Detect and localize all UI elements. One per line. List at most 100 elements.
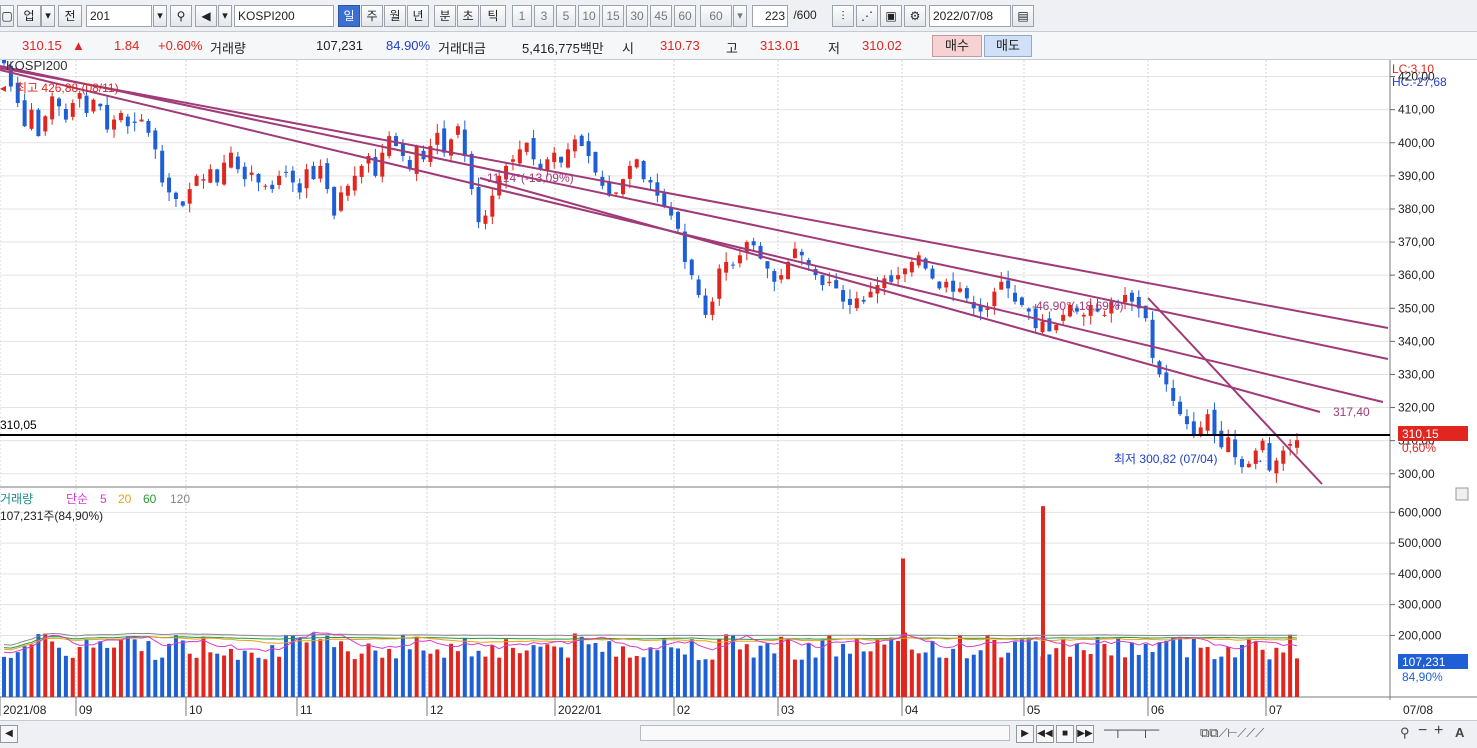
candle-body — [565, 149, 570, 168]
period-minute[interactable]: 분 — [434, 5, 456, 27]
volume-bar — [105, 647, 110, 697]
candle-body — [455, 126, 460, 135]
candle-body — [510, 159, 515, 162]
volume-bar — [1246, 638, 1251, 697]
interval-1[interactable]: 1 — [512, 5, 532, 27]
candle-settings-icon[interactable]: ⫶ — [832, 5, 854, 27]
horizontal-scrollbar[interactable] — [640, 725, 1010, 741]
fast-forward-icon[interactable]: ▶▶ — [1076, 725, 1094, 743]
interval-15[interactable]: 15 — [602, 5, 624, 27]
candle-body — [786, 261, 791, 280]
period-week[interactable]: 주 — [361, 5, 383, 27]
price-tick-label: 420,00 — [1398, 70, 1435, 84]
play-icon[interactable]: ▶ — [1016, 725, 1034, 743]
candle-body — [283, 171, 288, 173]
candle-body — [985, 308, 990, 310]
minus-icon[interactable]: − — [1418, 722, 1428, 739]
speaker-icon[interactable]: ◀ — [195, 5, 217, 27]
ma-60: 60 — [143, 492, 157, 506]
interval-60[interactable]: 60 — [674, 5, 696, 27]
period-month[interactable]: 월 — [384, 5, 406, 27]
candle-body — [593, 151, 598, 173]
search-icon[interactable]: ⚲ — [170, 5, 192, 27]
layout-icon[interactable]: ▢ — [0, 5, 14, 27]
volume-bar — [806, 643, 811, 697]
volume-badge-bg — [1398, 654, 1468, 669]
count-input[interactable]: 223 — [752, 5, 788, 27]
volume-bar — [772, 653, 777, 697]
volume-bar — [847, 653, 852, 697]
gear-icon[interactable]: ⚙ — [904, 5, 926, 27]
rewind-icon[interactable]: ◀◀ — [1036, 725, 1054, 743]
candle-body — [834, 280, 839, 289]
x-tick-label: 06 — [1151, 703, 1165, 717]
interval-30[interactable]: 30 — [626, 5, 648, 27]
candle-body — [235, 156, 240, 170]
date-input[interactable]: 2022/07/08 — [929, 5, 1011, 27]
text-icon[interactable]: A — [1455, 725, 1465, 740]
plus-icon[interactable]: + — [1434, 722, 1444, 739]
zoom-slider-icon[interactable]: ─┬──┬─ — [1104, 722, 1160, 737]
candle-body — [662, 193, 667, 206]
volume-bar — [8, 657, 13, 697]
candle-body — [847, 298, 852, 305]
volume-bar — [676, 648, 681, 697]
buy-button[interactable]: 매수 — [932, 35, 982, 57]
trend-label-3: 317,40 — [1333, 405, 1370, 419]
candle-body — [517, 149, 522, 164]
price-volume-chart[interactable]: 310,05 KOSPI200 최고 426,88 (08/11) ◂ 최저 3… — [0, 60, 1477, 720]
price-tick-label: 340,00 — [1398, 334, 1435, 348]
candle-body — [627, 165, 632, 179]
sell-button[interactable]: 매도 — [984, 35, 1032, 57]
price-tick-label: 390,00 — [1398, 169, 1435, 183]
candle-body — [1171, 388, 1176, 401]
period-second[interactable]: 초 — [457, 5, 479, 27]
code-dropdown-icon[interactable]: ▾ — [153, 5, 167, 27]
interval-45[interactable]: 45 — [650, 5, 672, 27]
period-tick[interactable]: 틱 — [480, 5, 506, 27]
volume-bar — [1019, 637, 1024, 697]
volume-bar — [1205, 647, 1210, 697]
volume-bar — [1068, 656, 1073, 697]
volume-bar — [909, 649, 914, 697]
zoom-out-icon[interactable]: ⚲ — [1400, 725, 1410, 740]
volume-bar — [992, 639, 997, 697]
volume-bar — [669, 647, 674, 697]
interval-10[interactable]: 10 — [578, 5, 600, 27]
speaker-dropdown-icon[interactable]: ▾ — [218, 5, 232, 27]
volume-bar — [964, 658, 969, 697]
drawing-tools-icon[interactable]: ⧉⧉⟋⊢⟋⟋⟋ — [1200, 725, 1265, 740]
candle-body — [1006, 280, 1011, 289]
scroll-left-icon[interactable]: ◀ — [0, 725, 18, 743]
high-arrow-icon: ◂ — [0, 81, 6, 95]
calendar-icon[interactable]: ▤ — [1012, 5, 1034, 27]
save-icon[interactable]: ▣ — [880, 5, 902, 27]
interval-5[interactable]: 5 — [556, 5, 576, 27]
period-day[interactable]: 일 — [338, 5, 360, 27]
name-field[interactable]: KOSPI200 — [234, 5, 334, 27]
interval-dropdown-icon[interactable]: ▾ — [733, 5, 747, 27]
volume-bar — [1191, 637, 1196, 697]
volume-bar — [1061, 638, 1066, 697]
candle-body — [118, 112, 123, 121]
candle-body — [1136, 296, 1141, 309]
volume-axis: 600,000 500,000 400,000 300,000 200,000 — [1390, 505, 1442, 642]
volume-bar — [50, 641, 55, 697]
market-type-select[interactable]: 업 — [17, 5, 41, 27]
code-input[interactable]: 201 — [86, 5, 152, 27]
candle-body — [1116, 304, 1121, 306]
period-year[interactable]: 년 — [407, 5, 429, 27]
candle-body — [359, 165, 364, 177]
low-label: 저 — [828, 41, 840, 56]
volume-ma-line — [3, 632, 1297, 646]
interval-select[interactable]: 60 — [700, 5, 732, 27]
market-type-dropdown-icon[interactable]: ▾ — [41, 5, 55, 27]
volume-bar — [1226, 647, 1231, 697]
interval-3[interactable]: 3 — [534, 5, 554, 27]
candle-body — [407, 159, 412, 170]
stop-icon[interactable]: ■ — [1056, 725, 1074, 743]
prev-button[interactable]: 전 — [58, 5, 82, 27]
indicator-icon[interactable]: ⋰ — [856, 5, 878, 27]
candle-body — [290, 170, 295, 183]
volume-bar — [332, 647, 337, 697]
